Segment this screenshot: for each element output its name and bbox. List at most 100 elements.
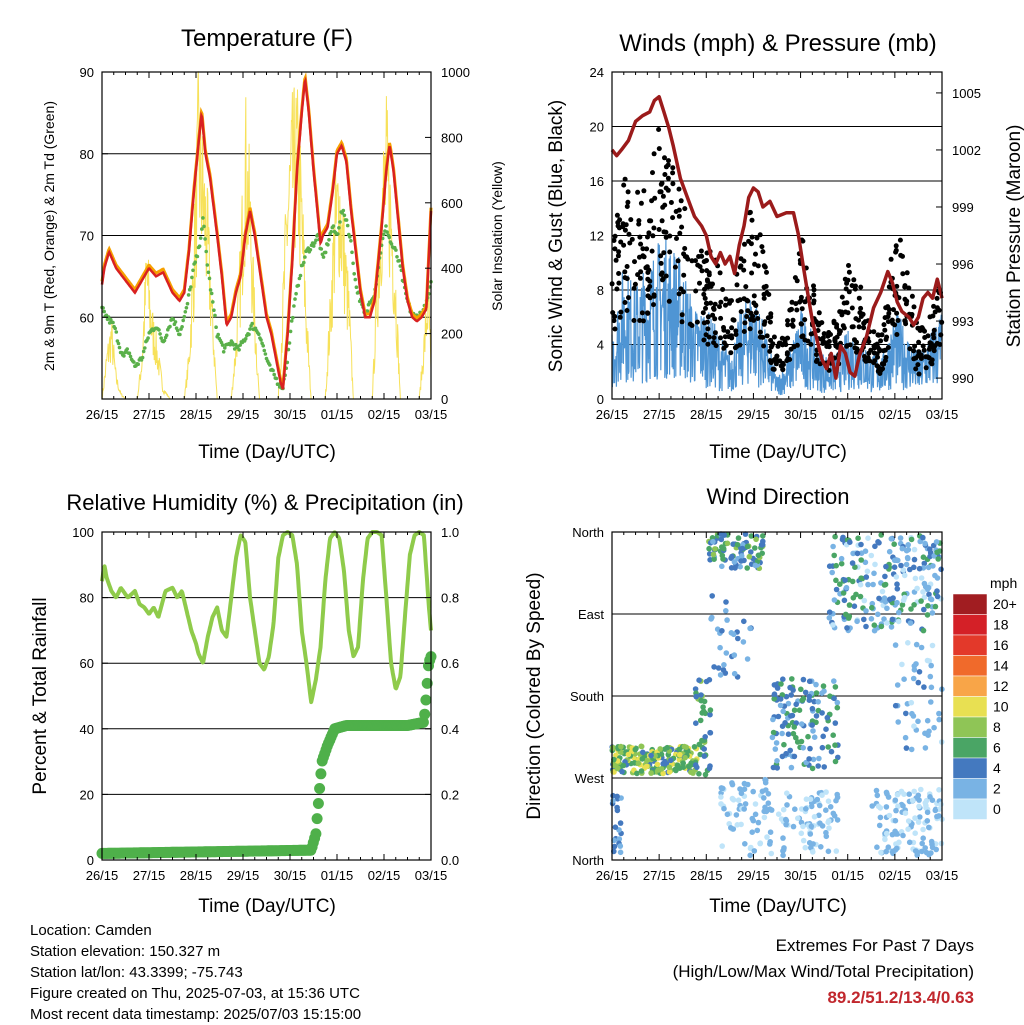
- dewpoint-point: [302, 260, 306, 265]
- wind-direction-point: [894, 599, 900, 606]
- wind-direction-point: [911, 556, 918, 563]
- dewpoint-point: [102, 309, 106, 314]
- wind-direction-point: [754, 827, 761, 834]
- wind-direction-point: [883, 830, 890, 837]
- gust-point: [836, 328, 842, 334]
- wind-direction-point: [846, 613, 853, 620]
- wind-direction-point: [758, 542, 765, 548]
- wind-direction-point: [752, 562, 759, 569]
- data-timestamp-text: Most recent data timestamp: 2025/07/03 1…: [30, 1006, 362, 1023]
- wind-direction-point: [723, 650, 730, 656]
- gust-point: [705, 326, 711, 332]
- dewpoint-point: [354, 285, 359, 290]
- gust-point: [817, 361, 823, 367]
- wind-direction-point: [916, 803, 922, 810]
- gust-point: [679, 312, 685, 318]
- dewpoint-point: [327, 238, 331, 242]
- wind-direction-point: [730, 541, 736, 547]
- wind-direction-point: [926, 591, 932, 598]
- gust-point: [769, 343, 775, 349]
- y2-tick-label: 0.2: [441, 787, 459, 802]
- wind-direction-point: [875, 539, 881, 545]
- y2-tick-label: 1000: [441, 65, 470, 80]
- wind-direction-point: [858, 541, 864, 548]
- gust-point: [712, 301, 718, 307]
- legend-swatch: [952, 696, 988, 718]
- dewpoint-point: [201, 216, 205, 220]
- wind-direction-point: [831, 552, 837, 559]
- dewpoint-point: [323, 250, 328, 255]
- gust-point: [878, 338, 884, 344]
- dewpoint-point: [116, 341, 121, 346]
- wind-direction-point: [816, 802, 823, 809]
- wind-direction-point: [718, 785, 725, 791]
- gust-point: [841, 325, 847, 331]
- gust-point: [652, 195, 658, 201]
- wind-direction-point: [810, 841, 816, 847]
- gust-point: [837, 309, 843, 315]
- gust-point: [737, 297, 743, 303]
- x-tick-label: 01/15: [321, 407, 354, 422]
- dewpoint-point: [298, 273, 303, 278]
- gust-point: [936, 307, 942, 313]
- dewpoint-point: [205, 263, 210, 267]
- wind-direction-point: [742, 801, 749, 807]
- dewpoint-point: [164, 333, 169, 338]
- gust-point: [640, 246, 646, 252]
- wind-direction-point: [717, 672, 724, 678]
- wind-direction-point: [717, 644, 723, 651]
- wind-direction-point: [731, 652, 738, 658]
- wind-direction-point: [839, 536, 846, 543]
- wind-direction-point: [877, 814, 884, 821]
- wind-direction-point: [907, 620, 914, 626]
- wind-direction-point: [719, 843, 725, 849]
- dewpoint-point: [125, 347, 129, 351]
- dewpoint-point: [127, 351, 132, 356]
- gust-point: [717, 304, 722, 310]
- humidity-panel: Relative Humidity (%) & Precipitation (i…: [30, 490, 464, 917]
- gust-point: [794, 307, 800, 313]
- x-tick-label: 27/15: [133, 868, 166, 883]
- wind-direction-point: [819, 690, 825, 696]
- x-tick-label: 30/15: [784, 407, 817, 422]
- gust-point: [839, 294, 845, 300]
- meteogram-figure: Temperature (F) Time (Day/UTC) 2m & 9m T…: [30, 25, 1024, 917]
- wind-direction-point: [693, 720, 699, 726]
- wind-direction-point: [720, 556, 726, 562]
- wind-direction-point: [755, 552, 762, 559]
- gust-point: [845, 310, 851, 316]
- wind-direction-point: [792, 806, 798, 812]
- gust-point: [748, 317, 753, 322]
- gust-point: [662, 155, 667, 161]
- gust-point: [902, 318, 908, 324]
- wind-direction-point: [700, 704, 706, 710]
- wind-direction-point: [721, 532, 727, 538]
- dewpoint-point: [195, 254, 200, 259]
- gust-point: [674, 236, 679, 241]
- gust-point: [762, 264, 768, 270]
- wind-direction-point: [800, 837, 807, 844]
- gust-point: [727, 298, 733, 304]
- gust-point: [856, 324, 862, 330]
- dewpoint-point: [261, 344, 266, 348]
- gust-point: [624, 204, 630, 209]
- wind-direction-point: [749, 829, 755, 835]
- y2-tick-label: 800: [441, 130, 463, 145]
- gust-point: [846, 289, 852, 295]
- wind-direction-point: [881, 616, 887, 622]
- plot-frame: [101, 531, 432, 861]
- gust-point: [728, 333, 734, 339]
- legend-swatch: [952, 655, 988, 677]
- wind-direction-point: [904, 554, 911, 561]
- wind-direction-point: [706, 545, 712, 552]
- dewpoint-point: [237, 348, 241, 352]
- dewpoint-point: [382, 232, 386, 237]
- gust-point: [765, 315, 771, 321]
- wind-direction-point: [938, 566, 944, 573]
- sonic-wind-line: [611, 239, 943, 396]
- winds-y-axis-label: Sonic Wind & Gust (Blue, Black): [546, 100, 567, 372]
- gust-point: [763, 283, 769, 289]
- wind-direction-point: [934, 813, 940, 820]
- wind-direction-point: [760, 533, 766, 539]
- wind-direction-point: [920, 534, 926, 541]
